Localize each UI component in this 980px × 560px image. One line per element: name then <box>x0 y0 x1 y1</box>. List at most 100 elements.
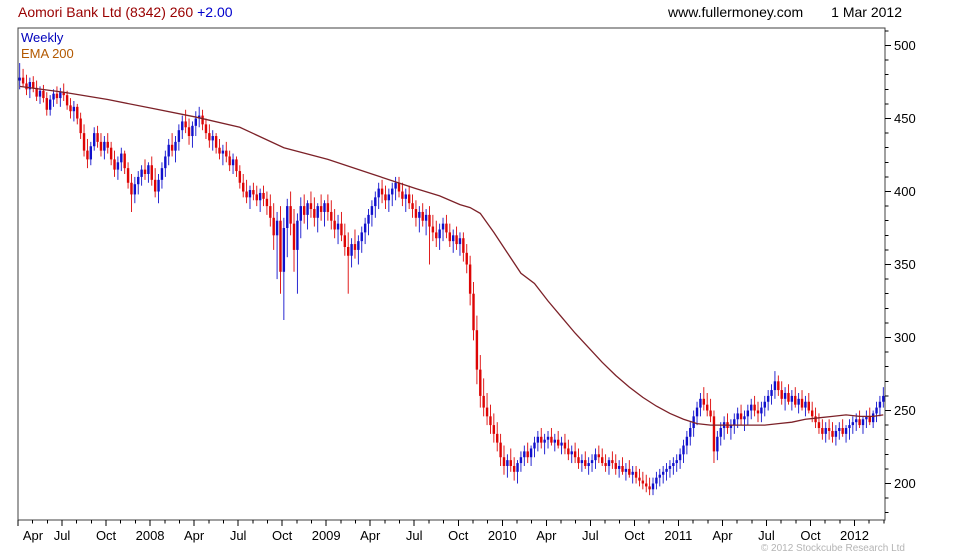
candle-body <box>387 194 391 201</box>
candle-body <box>479 369 482 396</box>
copyright-notice: © 2012 Stockcube Research Ltd <box>760 543 905 554</box>
candle-body <box>614 463 617 469</box>
candle-body <box>143 169 147 174</box>
candle-body <box>99 141 103 151</box>
candle-body <box>424 214 428 221</box>
candle-body <box>21 77 25 84</box>
chart-legend: Weekly EMA 200 <box>21 30 74 62</box>
plot-frame <box>17 27 886 521</box>
candle-body <box>394 182 397 189</box>
x-tick-label: Jul <box>230 528 247 543</box>
candle-body <box>733 419 736 426</box>
candle-body <box>496 433 499 443</box>
candle-body <box>844 428 848 434</box>
candle-body <box>590 460 594 464</box>
candle-body <box>181 121 184 131</box>
candle-body <box>563 442 567 449</box>
candle-body <box>79 118 82 134</box>
candle-body <box>512 465 516 472</box>
candle-body <box>204 124 208 134</box>
candle-body <box>357 241 360 250</box>
candle-body <box>617 465 621 469</box>
candle-body <box>611 460 614 464</box>
x-tick-label: Oct <box>800 528 821 543</box>
candle-body <box>712 416 716 452</box>
candle-body <box>384 194 387 201</box>
candle-body <box>177 130 181 142</box>
candle-body <box>661 471 665 475</box>
candle-body <box>187 127 191 137</box>
x-tick-label: Apr <box>23 528 44 543</box>
candle-body <box>475 330 479 370</box>
candle-body <box>59 92 62 99</box>
candle-body <box>411 203 414 210</box>
candle-body <box>248 190 252 198</box>
candle-body <box>760 407 763 414</box>
candle-body <box>116 162 120 170</box>
candle-body <box>347 246 350 256</box>
x-tick-label: Oct <box>272 528 293 543</box>
candle-body <box>252 190 255 195</box>
candle-body <box>167 144 170 157</box>
candle-body <box>465 252 468 265</box>
candle-body <box>526 451 529 458</box>
y-axis: 500 450 400 350 300 250 200 <box>885 30 916 514</box>
candle-body <box>279 220 282 272</box>
candle-body <box>319 206 323 212</box>
candle-body <box>69 105 72 112</box>
candle-body <box>377 188 380 198</box>
candle-body <box>567 448 570 455</box>
candle-body <box>374 197 377 207</box>
candle-body <box>699 398 702 408</box>
candle-body <box>868 416 871 423</box>
candle-body <box>770 390 773 396</box>
candle-body <box>360 232 363 242</box>
candle-body <box>174 141 177 151</box>
chart-date: 1 Mar 2012 <box>831 4 902 20</box>
x-tick-label: Apr <box>360 528 381 543</box>
candle-body <box>296 220 299 250</box>
candle-body <box>580 460 584 464</box>
candle-body <box>313 209 316 218</box>
candle-body <box>519 457 523 464</box>
candle-body <box>871 413 875 423</box>
candle-body <box>882 395 885 402</box>
candle-body <box>756 410 760 414</box>
header-right: www.fullermoney.com 1 Mar 2012 <box>668 4 902 20</box>
candle-body <box>783 392 787 399</box>
candle-body <box>32 82 35 88</box>
candle-body <box>634 471 638 478</box>
candle-body <box>184 121 187 128</box>
x-tick-label: 2011 <box>664 528 692 543</box>
candle-body <box>546 436 550 440</box>
timeframe-label: Weekly <box>21 30 64 45</box>
candle-body <box>147 165 150 174</box>
candle-body <box>766 395 770 402</box>
candle-body <box>658 474 661 478</box>
candle-body <box>228 156 231 166</box>
chart-title: Aomori Bank Ltd (8342) 260 <box>18 4 194 20</box>
candle-body <box>106 141 109 148</box>
candle-body <box>573 451 577 458</box>
candle-body <box>421 211 424 221</box>
candle-body <box>62 92 65 96</box>
candle-body <box>678 454 682 461</box>
candle-body <box>875 407 878 414</box>
candle-body <box>773 381 777 391</box>
candle-body <box>89 146 93 160</box>
candle-body <box>536 436 540 443</box>
candle-body <box>289 206 292 224</box>
candle-body <box>255 194 258 201</box>
candle-body <box>363 223 367 233</box>
y-tick-label: 200 <box>894 476 916 491</box>
candle-body <box>214 136 218 148</box>
candle-body <box>65 95 69 106</box>
candle-body <box>668 465 672 469</box>
candle-body <box>103 141 106 151</box>
x-tick-label: Jul <box>758 528 775 543</box>
candle-body <box>272 217 275 236</box>
website-link[interactable]: www.fullermoney.com <box>668 4 804 20</box>
candle-body <box>672 463 675 466</box>
candle-body <box>831 430 834 437</box>
